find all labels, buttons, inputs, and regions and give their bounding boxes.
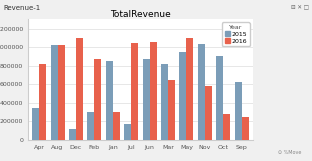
Bar	[69, 129, 76, 140]
Bar	[106, 61, 113, 140]
Bar	[216, 57, 223, 140]
Text: Revenue-1: Revenue-1	[3, 5, 40, 11]
Bar	[113, 112, 120, 140]
Text: ⊟ ✕ □: ⊟ ✕ □	[291, 5, 309, 11]
Bar	[187, 38, 193, 140]
Bar	[205, 86, 212, 140]
Bar	[198, 44, 205, 140]
Bar	[150, 42, 157, 140]
Bar	[242, 117, 249, 140]
Bar	[143, 59, 150, 140]
Bar	[57, 45, 65, 140]
Text: ⊙ %Move: ⊙ %Move	[278, 150, 301, 155]
Legend: 2015, 2016: 2015, 2016	[222, 22, 250, 46]
Bar	[223, 114, 230, 140]
Bar	[124, 124, 131, 140]
Bar	[94, 59, 101, 140]
Bar	[51, 45, 57, 140]
Bar	[179, 52, 187, 140]
Bar	[32, 108, 39, 140]
Bar	[131, 43, 138, 140]
Bar	[87, 112, 94, 140]
Bar	[76, 38, 83, 140]
Title: TotalRevenue: TotalRevenue	[110, 9, 171, 19]
Bar	[39, 64, 46, 140]
Bar	[235, 82, 242, 140]
Bar	[161, 64, 168, 140]
Bar	[168, 80, 175, 140]
